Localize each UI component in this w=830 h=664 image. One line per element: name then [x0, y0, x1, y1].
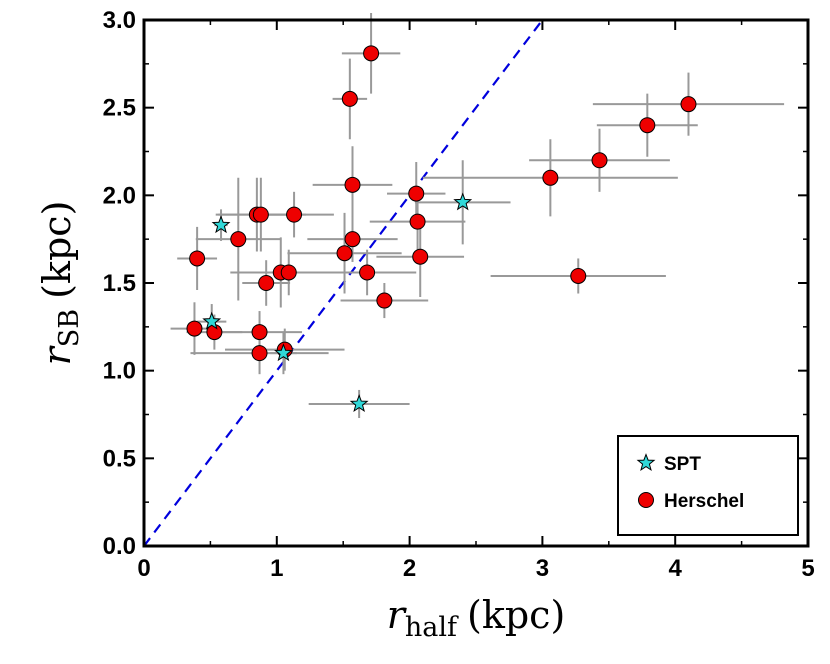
y-tick-label-4: 2.0	[103, 182, 136, 209]
point-herschel-6	[344, 176, 361, 193]
point-spt-0	[211, 215, 231, 234]
legend-box	[617, 435, 799, 536]
point-herschel-15	[412, 248, 429, 265]
x-axis-label: rhalf (kpc)	[387, 593, 566, 643]
legend-star-icon	[636, 453, 656, 472]
legend-star-shape	[636, 453, 656, 472]
point-herschel-1	[341, 90, 358, 107]
point-herschel-0	[363, 45, 380, 62]
point-herschel-23	[186, 320, 203, 337]
legend-label-herschel: Herschel	[664, 491, 744, 512]
point-herschel-20	[570, 267, 587, 284]
y-tick-label-5: 2.5	[103, 95, 136, 122]
point-herschel-13	[344, 231, 361, 248]
point-herschel-11	[409, 213, 426, 230]
point-herschel-2	[680, 96, 697, 113]
y-axis-label: rSB(kpc)	[35, 201, 85, 366]
x-tick-label-3: 3	[536, 555, 549, 582]
reference-line-layer	[144, 20, 544, 546]
y-tick-label-1: 0.5	[103, 445, 136, 472]
reference-line-y-equals-x	[144, 20, 544, 546]
y-tick-label-6: 3.0	[103, 7, 136, 34]
point-spt-4	[349, 394, 369, 413]
point-herschel-16	[189, 250, 206, 267]
point-herschel-9	[252, 206, 269, 223]
point-herschel-5	[542, 169, 559, 186]
x-tick-label-0: 0	[137, 555, 150, 582]
point-herschel-22	[376, 292, 393, 309]
point-herschel-4	[591, 152, 608, 169]
point-spt-2	[202, 311, 222, 330]
legend: SPT Herschel	[617, 435, 799, 536]
y-tick-label-3: 1.5	[103, 270, 136, 297]
x-tick-label-4: 4	[669, 555, 683, 582]
axes-layer: 0 1 2 3 4 5 0.0 0.5 1.0 1.5 2.0 2.5 3.0	[103, 7, 815, 582]
point-herschel-14	[336, 245, 353, 262]
legend-item-spt: SPT	[636, 453, 701, 475]
legend-circle-icon	[638, 492, 654, 508]
marker-layer	[186, 45, 697, 413]
x-tick-label-5: 5	[801, 555, 814, 582]
point-herschel-19	[359, 264, 376, 281]
y-tick-label-2: 1.0	[103, 358, 136, 385]
point-spt-3	[274, 343, 293, 362]
x-tick-label-1: 1	[270, 555, 283, 582]
point-herschel-26	[251, 345, 268, 362]
point-herschel-21	[258, 275, 275, 291]
y-tick-label-0: 0.0	[103, 533, 136, 560]
point-herschel-12	[230, 231, 247, 248]
point-herschel-7	[408, 185, 425, 202]
x-tick-label-2: 2	[403, 555, 416, 582]
legend-label-spt: SPT	[664, 454, 701, 475]
legend-item-herschel: Herschel	[638, 491, 744, 512]
point-herschel-18	[280, 264, 297, 281]
point-herschel-10	[286, 206, 303, 223]
point-herschel-3	[639, 117, 656, 134]
point-spt-1	[453, 192, 473, 211]
point-herschel-25	[251, 324, 268, 341]
